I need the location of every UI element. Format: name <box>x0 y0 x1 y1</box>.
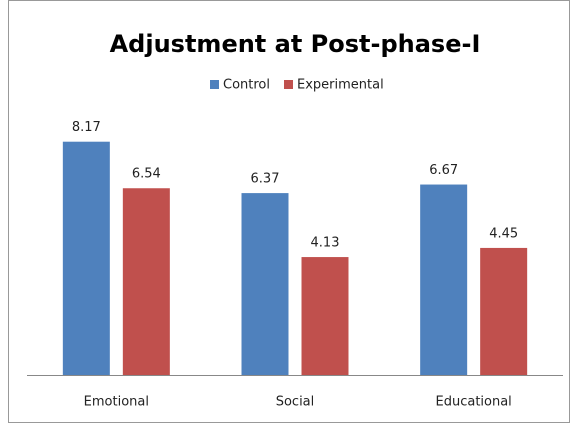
bar <box>62 141 110 375</box>
x-tick-label: Social <box>276 395 315 410</box>
data-label: 8.17 <box>72 120 101 135</box>
legend-label: Control <box>223 78 270 93</box>
data-label: 4.45 <box>489 226 518 241</box>
bar <box>420 184 468 375</box>
bar <box>301 257 349 375</box>
legend-swatch <box>210 80 219 89</box>
legend-swatch <box>284 80 293 89</box>
chart-title: Adjustment at Post-phase-I <box>110 30 481 58</box>
bar <box>480 247 528 375</box>
data-label: 6.67 <box>429 163 458 178</box>
bar <box>241 193 289 375</box>
data-label: 6.54 <box>132 167 161 182</box>
x-tick-label: Educational <box>436 395 512 410</box>
data-label: 4.13 <box>311 236 340 251</box>
x-tick-label: Emotional <box>84 395 149 410</box>
legend-label: Experimental <box>297 78 384 93</box>
data-label: 6.37 <box>251 172 280 187</box>
bar <box>122 188 170 375</box>
